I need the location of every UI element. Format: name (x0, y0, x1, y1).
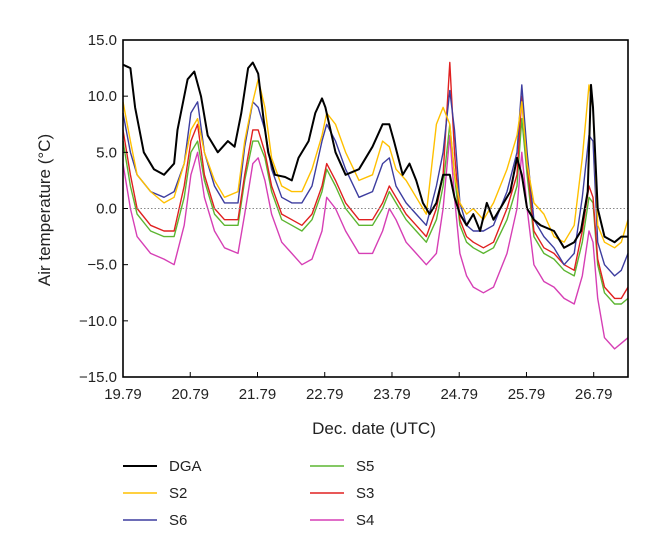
y-axis-label: Air temperature (°C) (35, 134, 54, 286)
x-tick-label: 24.79 (440, 386, 478, 403)
y-tick-label: −5.0 (87, 257, 117, 274)
legend-item-s6: S6 (123, 512, 187, 529)
legend-item-s4: S4 (310, 512, 374, 529)
legend-label: S3 (356, 485, 374, 502)
legend-label: S6 (169, 512, 187, 529)
y-tick-label: 0.0 (96, 201, 117, 218)
legend-item-s3: S3 (310, 485, 374, 502)
x-tick-label: 25.79 (508, 386, 546, 403)
y-tick-label: −15.0 (79, 369, 117, 386)
x-tick-label: 26.79 (575, 386, 613, 403)
x-tick-label: 22.79 (306, 386, 344, 403)
x-tick-label: 19.79 (104, 386, 142, 403)
series-line-s4 (122, 134, 629, 350)
legend: DGA S5 S2 S3 S6 S4 (123, 458, 374, 529)
y-tick-label: 5.0 (96, 144, 117, 161)
legend-label: S4 (356, 512, 374, 529)
legend-item-s5: S5 (310, 458, 374, 475)
legend-label: DGA (169, 458, 202, 475)
series-line-s6 (122, 84, 629, 277)
series-line-s5 (122, 117, 629, 305)
ticks-layer: 19.79 20.79 21.79 22.79 23.79 24.79 25.79 26.79… (79, 32, 612, 403)
series-line-s3 (122, 61, 629, 300)
series-layer (122, 61, 629, 350)
x-tick-label: 23.79 (373, 386, 411, 403)
x-tick-label: 21.79 (239, 386, 277, 403)
x-axis-label: Dec. date (UTC) (312, 419, 436, 438)
series-line-s2 (122, 78, 629, 249)
legend-label: S5 (356, 458, 374, 475)
series-line-dga (122, 61, 628, 249)
x-tick-label: 20.79 (171, 386, 209, 403)
legend-item-dga: DGA (123, 458, 202, 475)
y-tick-label: −10.0 (79, 313, 117, 330)
y-tick-label: 15.0 (88, 32, 117, 49)
y-tick-label: 10.0 (88, 88, 117, 105)
legend-item-s2: S2 (123, 485, 187, 502)
legend-label: S2 (169, 485, 187, 502)
